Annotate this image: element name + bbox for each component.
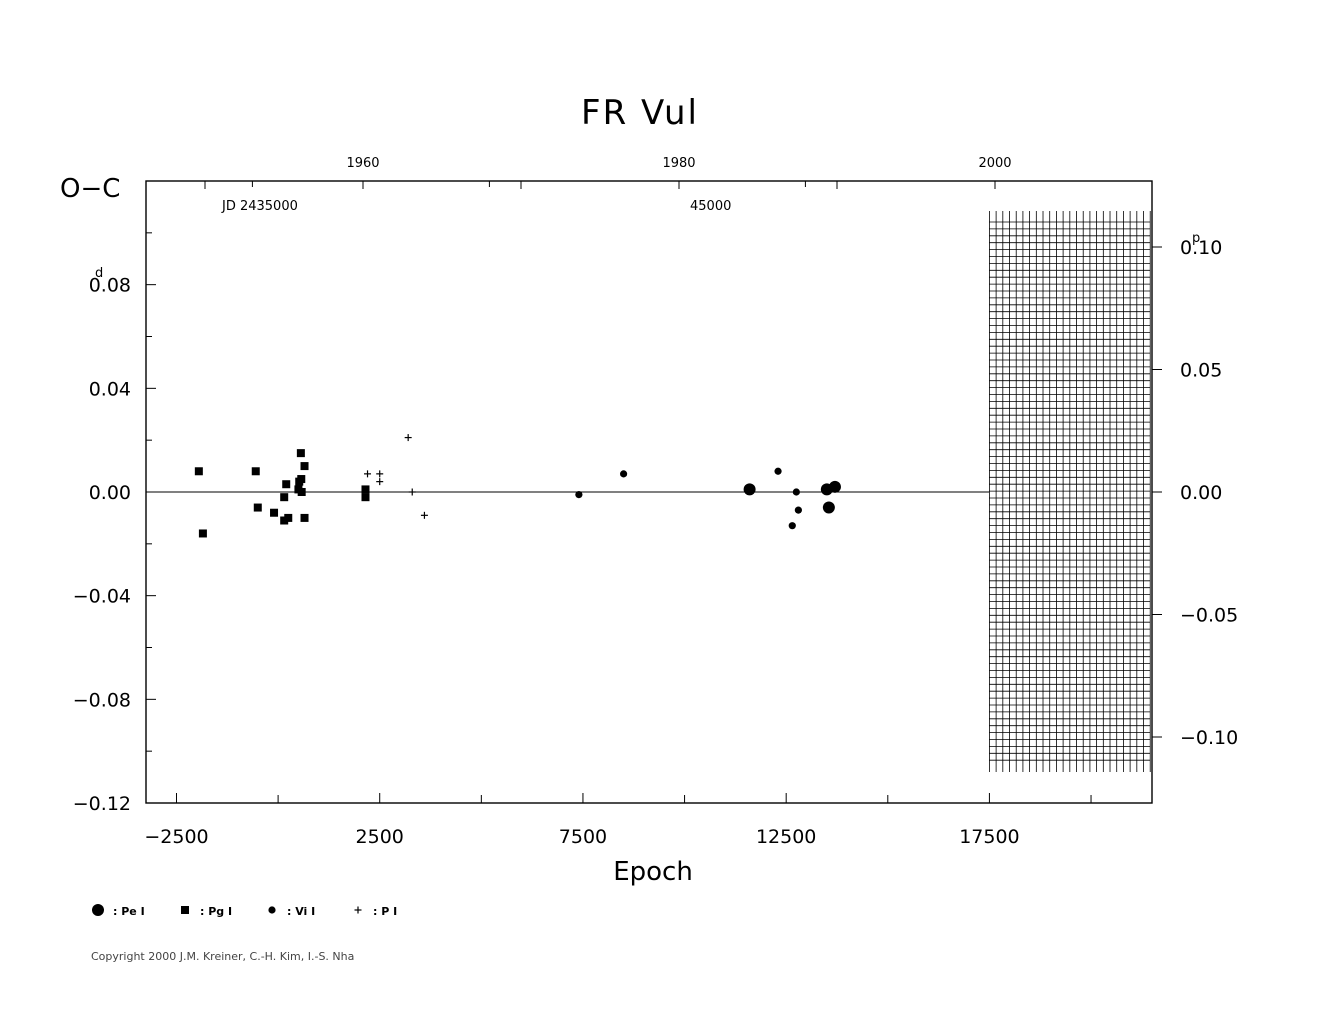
legend: : Pe I : Pg I : Vi I : P I [92,904,397,918]
data-point [619,470,628,478]
hatched-region [989,211,1151,772]
data-point [822,501,835,514]
x-tick-label: 7500 [559,826,607,848]
data-point [361,493,370,502]
data-point [364,470,372,478]
data-point [296,449,305,458]
data-points [194,434,841,538]
legend-marker [92,904,104,916]
y-tick-label: 0.00 [89,482,131,504]
data-point [820,483,833,496]
right-tick-label: −0.10 [1180,727,1238,749]
legend-label: : Pe I [113,905,145,918]
x-tick-label: 2500 [356,826,404,848]
legend-label: : Pg I [200,905,232,918]
top-year-label: 2000 [978,156,1011,171]
data-point [376,478,384,486]
right-tick-label: 0.05 [1180,360,1222,382]
data-point [420,511,428,519]
data-point [408,488,416,496]
y-tick-label: −0.04 [73,586,131,608]
data-point [270,508,279,517]
data-point [300,462,309,471]
x-axis-label: Epoch [613,857,693,887]
data-point [284,513,293,522]
x-tick-label: 17500 [959,826,1019,848]
data-point [297,475,306,484]
jd-label-right: 45000 [690,199,731,214]
data-point [300,513,309,522]
jd-label-left: JD 2435000 [221,199,298,214]
right-tick-label: 0.10 [1180,237,1222,259]
chart-title: FR Vul [581,93,699,133]
data-point [404,434,412,442]
data-point [774,467,782,475]
data-point [376,470,384,478]
data-point [575,490,583,499]
x-tick-label: −2500 [144,826,208,848]
data-point [194,467,203,476]
data-point [198,529,207,538]
y-tick-label: −0.12 [73,793,131,815]
y-unit-d: d [95,266,103,281]
legend-marker [181,906,189,914]
y-tick-label: 0.08 [89,275,131,297]
right-unit-p: p [1192,231,1200,246]
top-year-label: 1980 [662,156,695,171]
data-point [788,522,796,530]
data-point [743,483,756,496]
legend-marker [354,906,362,914]
data-point [792,488,800,496]
data-point [297,488,306,496]
data-point [282,480,291,489]
data-point [251,467,260,476]
y-tick-label: 0.04 [89,378,131,400]
data-point [253,503,262,512]
right-tick-label: −0.05 [1180,605,1238,627]
copyright-text: Copyright 2000 J.M. Kreiner, C.-H. Kim, … [91,950,354,963]
y-axis-label: O−C [60,174,120,204]
data-point [280,516,289,525]
x-tick-label: 12500 [756,826,816,848]
plot-frame: 0.08 0.04 0.00 −0.04 −0.08 −0.12 −2500 2500 7500… [73,156,1238,848]
y-tick-label: −0.08 [73,689,131,711]
legend-marker [268,906,276,914]
data-point [280,493,289,502]
legend-label: : Vi I [287,905,315,918]
top-year-label: 1960 [346,156,379,171]
data-point [794,506,802,514]
legend-label: : P I [373,905,397,918]
right-tick-label: 0.00 [1180,482,1222,504]
data-point [361,485,370,494]
